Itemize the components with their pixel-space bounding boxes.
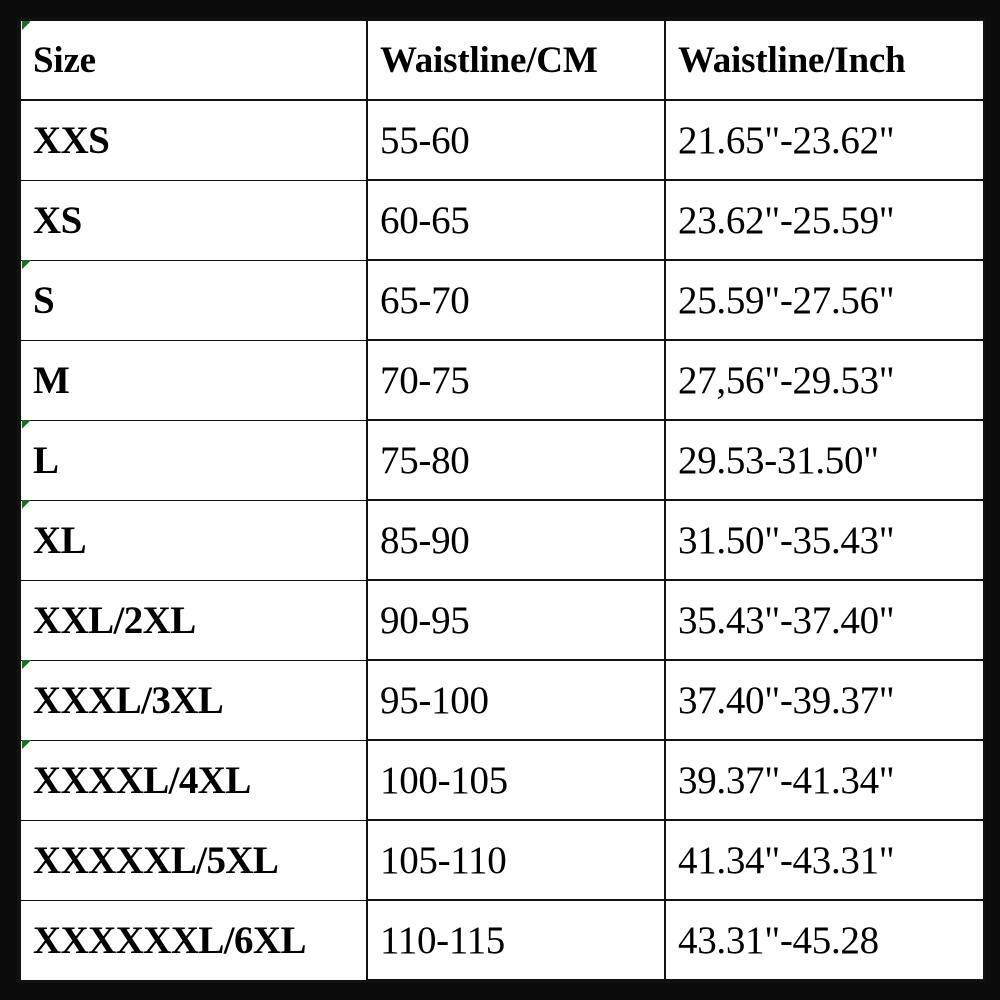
column-header-size: Size [19, 19, 368, 101]
cell-size: XXL/2XL [19, 579, 368, 661]
cell-inch: 27,56"-29.53" [664, 339, 983, 421]
column-header-waistline-cm: Waistline/CM [366, 19, 666, 101]
cell-cm: 55-60 [366, 99, 666, 181]
table-row: S 65-70 25.59"-27.56" [19, 259, 983, 341]
cell-cm: 95-100 [366, 659, 666, 741]
table-row: XL 85-90 31.50"-35.43" [19, 499, 983, 581]
cell-inch: 39.37"-41.34" [664, 739, 983, 821]
cell-inch: 31.50"-35.43" [664, 499, 983, 581]
cell-cm: 105-110 [366, 819, 666, 901]
cell-cm: 75-80 [366, 419, 666, 501]
cell-inch: 41.34"-43.31" [664, 819, 983, 901]
table-row: XXS 55-60 21.65"-23.62" [19, 99, 983, 181]
table-row: XXXXXL/5XL 105-110 41.34"-43.31" [19, 819, 983, 901]
table-row: XS 60-65 23.62"-25.59" [19, 179, 983, 261]
cell-inch: 23.62"-25.59" [664, 179, 983, 261]
table-body: XXS 55-60 21.65"-23.62" XS 60-65 23.62"-… [19, 99, 983, 981]
cell-cm: 70-75 [366, 339, 666, 421]
cell-size: XXS [19, 99, 368, 181]
column-header-waistline-inch: Waistline/Inch [664, 19, 983, 101]
cell-size: M [19, 339, 368, 421]
cell-size: XXXXXXL/6XL [19, 899, 368, 981]
cell-inch: 43.31"-45.28 [664, 899, 983, 981]
table-header: Size Waistline/CM Waistline/Inch [19, 19, 983, 101]
cell-size: XL [19, 499, 368, 581]
cell-size: XS [19, 179, 368, 261]
cell-cm: 110-115 [366, 899, 666, 981]
cell-cm: 65-70 [366, 259, 666, 341]
cell-inch: 37.40"-39.37" [664, 659, 983, 741]
table-row: XXXL/3XL 95-100 37.40"-39.37" [19, 659, 983, 741]
table-row: L 75-80 29.53-31.50" [19, 419, 983, 501]
cell-size: L [19, 419, 368, 501]
cell-inch: 25.59"-27.56" [664, 259, 983, 341]
cell-size: XXXXL/4XL [19, 739, 368, 821]
cell-cm: 85-90 [366, 499, 666, 581]
table-row: XXXXXXL/6XL 110-115 43.31"-45.28 [19, 899, 983, 981]
cell-cm: 100-105 [366, 739, 666, 821]
cell-inch: 29.53-31.50" [664, 419, 983, 501]
cell-inch: 21.65"-23.62" [664, 99, 983, 181]
cell-cm: 90-95 [366, 579, 666, 661]
table-row: XXL/2XL 90-95 35.43"-37.40" [19, 579, 983, 661]
cell-size: XXXXXL/5XL [19, 819, 368, 901]
cell-inch: 35.43"-37.40" [664, 579, 983, 661]
size-chart-table: Size Waistline/CM Waistline/Inch XXS 55-… [19, 19, 983, 981]
table-row: XXXXL/4XL 100-105 39.37"-41.34" [19, 739, 983, 821]
cell-size: XXXL/3XL [19, 659, 368, 741]
header-row: Size Waistline/CM Waistline/Inch [19, 19, 983, 101]
cell-size: S [19, 259, 368, 341]
table-row: M 70-75 27,56"-29.53" [19, 339, 983, 421]
size-chart-paper: Size Waistline/CM Waistline/Inch XXS 55-… [17, 17, 985, 983]
cell-cm: 60-65 [366, 179, 666, 261]
